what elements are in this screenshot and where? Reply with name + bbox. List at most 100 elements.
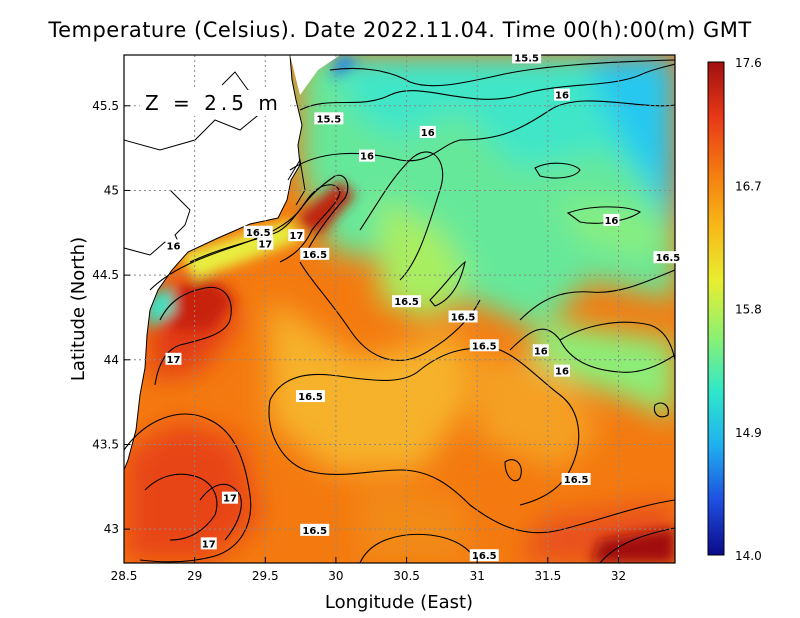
contour-label: 16 xyxy=(532,344,549,357)
y-axis-ticks: 43 43.5 44 44.5 45 45.5 xyxy=(92,99,130,536)
contour-label: 17 xyxy=(288,229,305,242)
y-tick-label: 44.5 xyxy=(92,268,119,282)
contour-label-bg xyxy=(553,88,570,101)
map-title: Temperature (Celsius). Date 2022.11.04. … xyxy=(48,18,752,42)
contour-label-bg xyxy=(295,390,325,403)
land-area xyxy=(123,54,340,471)
contour-label-text: 17 xyxy=(223,494,237,505)
contour-label: 17 xyxy=(200,537,217,550)
contour-label-text: 16.5 xyxy=(451,312,476,323)
contour-label-text: 15.5 xyxy=(514,53,539,64)
contour-label-bg xyxy=(532,344,549,357)
x-tick-label: 29.5 xyxy=(252,569,279,583)
contour-label: 16.5 xyxy=(469,339,499,352)
contour-label-text: 17 xyxy=(258,240,272,251)
contour-label-bg xyxy=(359,149,376,162)
contour-label-bg xyxy=(561,473,591,486)
contour-label-bg xyxy=(448,310,478,323)
contour-label-text: 16.5 xyxy=(472,551,497,562)
contour-label: 16 xyxy=(553,88,570,102)
contour-label-bg xyxy=(469,339,499,352)
contour-lines xyxy=(124,59,675,563)
contour-label: 16 xyxy=(359,149,376,163)
contour-label-bg xyxy=(165,352,182,365)
contour-label: 16 xyxy=(419,125,436,139)
contour-label: 17 xyxy=(221,491,238,505)
colorbar-labels: 17.6 16.7 15.8 14.9 14.0 xyxy=(735,56,762,563)
contour-label-bg xyxy=(653,251,683,264)
contour-label-bg xyxy=(165,239,182,252)
contour-label-text: 16.5 xyxy=(302,526,327,537)
x-axis-label: Longitude (East) xyxy=(325,592,473,613)
contour-label: 16.5 xyxy=(392,295,422,308)
contour-label: 17 xyxy=(257,237,274,251)
x-axis-ticks: 28.5 29 29.5 30 30.5 31 31.5 32 xyxy=(111,557,626,583)
contour-label-bg xyxy=(392,295,422,308)
contour-label-text: 17 xyxy=(289,231,303,242)
contour-label-text: 16.5 xyxy=(302,250,327,261)
colorbar-tick-label: 15.8 xyxy=(735,303,762,317)
contour-label: 15.5 xyxy=(314,112,344,125)
colorbar-tick-label: 16.7 xyxy=(735,179,762,193)
x-tick-label: 32 xyxy=(611,569,626,583)
contour-label: 16 xyxy=(553,364,570,378)
contour-label-bg xyxy=(288,229,305,242)
contour-label: 16.5 xyxy=(300,523,330,537)
contour-label-text: 17 xyxy=(202,539,216,550)
y-tick-label: 45.5 xyxy=(92,99,119,113)
contour-label: 16 xyxy=(603,213,620,227)
x-tick-label: 28.5 xyxy=(111,569,138,583)
contour-label: 16.5 xyxy=(653,251,683,264)
map-frame xyxy=(123,54,676,564)
y-tick-label: 43 xyxy=(104,522,119,536)
contour-label-text: 16 xyxy=(604,216,618,227)
colorbar-tick-label: 17.6 xyxy=(735,56,762,70)
y-tick-label: 45 xyxy=(104,183,119,197)
y-tick-label: 44 xyxy=(104,353,119,367)
contour-label-bg xyxy=(221,491,238,504)
contour-label-text: 16 xyxy=(360,152,374,163)
contour-label-text: 16.5 xyxy=(246,228,271,239)
contour-label: 17 xyxy=(165,352,182,366)
contour-label: 15.5 xyxy=(512,51,542,64)
contour-label-bg xyxy=(512,51,542,64)
contour-label: 16 xyxy=(165,239,182,252)
x-tick-label: 31 xyxy=(470,569,485,583)
contour-label-bg xyxy=(314,112,344,125)
contour-label: 16.5 xyxy=(300,247,330,261)
contour-label: 16.5 xyxy=(448,310,478,323)
depth-label-box xyxy=(140,90,290,116)
contour-label-text: 16 xyxy=(534,346,548,357)
contour-label: 16.5 xyxy=(469,549,499,562)
contour-label: 16.5 xyxy=(295,390,325,403)
colorbar-tick-label: 14.0 xyxy=(735,549,762,563)
contour-label: 16.5 xyxy=(243,225,273,239)
y-axis-label: Latitude (North) xyxy=(68,237,89,381)
contour-label-text: 16.5 xyxy=(564,475,589,486)
contour-label-bg xyxy=(257,237,274,250)
x-tick-label: 31.5 xyxy=(534,569,561,583)
contour-label-bg xyxy=(419,125,436,138)
contour-label-text: 16.5 xyxy=(298,392,323,403)
contour-label-bg xyxy=(300,247,330,260)
contour-label-bg xyxy=(300,523,330,536)
contour-label-text: 17 xyxy=(166,355,180,366)
x-tick-label: 30.5 xyxy=(393,569,420,583)
x-tick-label: 29 xyxy=(187,569,202,583)
contour-label-text: 16.5 xyxy=(472,341,497,352)
depth-label: Z = 2.5 m xyxy=(145,91,282,115)
contour-label-bg xyxy=(200,537,217,550)
contour-label-text: 16 xyxy=(555,91,569,102)
contour-label-text: 16 xyxy=(421,128,435,139)
contour-label-bg xyxy=(603,213,620,226)
contour-label-text: 15.5 xyxy=(317,114,342,125)
contour-label: 16.5 xyxy=(561,473,591,486)
contour-label-text: 16 xyxy=(555,367,569,378)
colorbar-tick-label: 14.9 xyxy=(735,426,762,440)
contour-label-bg xyxy=(243,225,273,238)
contour-label-text: 16.5 xyxy=(394,297,419,308)
contour-label-text: 16 xyxy=(166,241,180,252)
contour-label-text: 16.5 xyxy=(656,253,681,264)
